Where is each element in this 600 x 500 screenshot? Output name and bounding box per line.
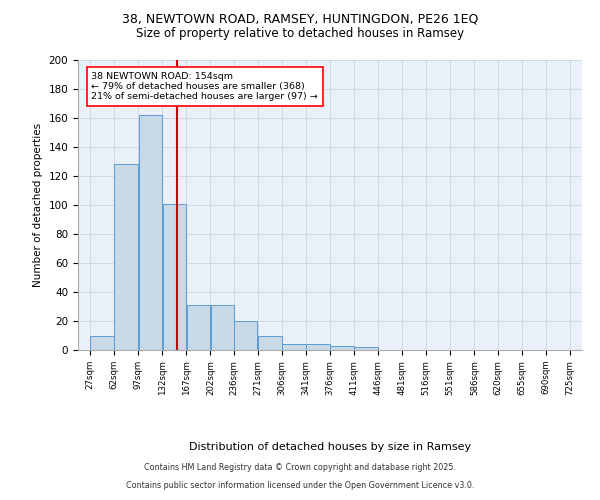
Text: Contains HM Land Registry data © Crown copyright and database right 2025.: Contains HM Land Registry data © Crown c…	[144, 464, 456, 472]
Bar	[163, 204, 186, 350]
Bar	[306, 344, 329, 350]
Bar	[139, 115, 162, 350]
Bar	[187, 305, 210, 350]
Bar	[355, 347, 378, 350]
Bar	[234, 321, 257, 350]
Text: 38, NEWTOWN ROAD, RAMSEY, HUNTINGDON, PE26 1EQ: 38, NEWTOWN ROAD, RAMSEY, HUNTINGDON, PE…	[122, 12, 478, 26]
Bar	[282, 344, 305, 350]
Y-axis label: Number of detached properties: Number of detached properties	[33, 123, 43, 287]
Bar	[258, 336, 281, 350]
Text: Distribution of detached houses by size in Ramsey: Distribution of detached houses by size …	[189, 442, 471, 452]
Bar	[331, 346, 354, 350]
Text: 38 NEWTOWN ROAD: 154sqm
← 79% of detached houses are smaller (368)
21% of semi-d: 38 NEWTOWN ROAD: 154sqm ← 79% of detache…	[91, 72, 318, 102]
Text: Size of property relative to detached houses in Ramsey: Size of property relative to detached ho…	[136, 28, 464, 40]
Text: Contains public sector information licensed under the Open Government Licence v3: Contains public sector information licen…	[126, 481, 474, 490]
Bar	[211, 305, 234, 350]
Bar	[115, 164, 138, 350]
Bar	[91, 336, 114, 350]
